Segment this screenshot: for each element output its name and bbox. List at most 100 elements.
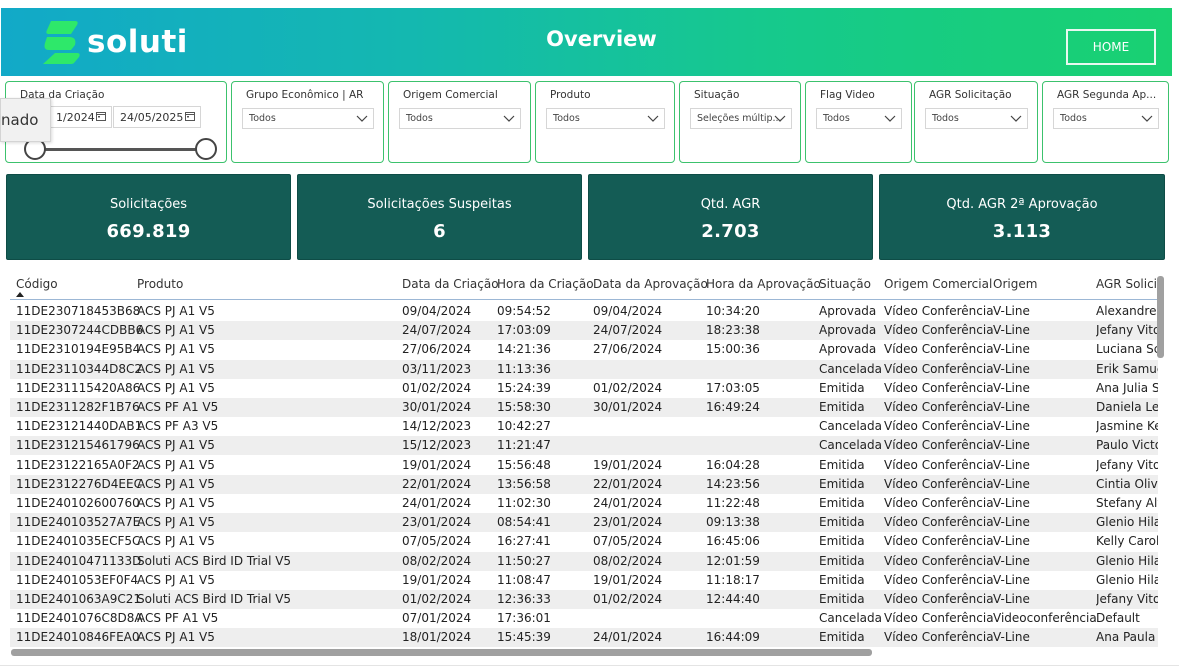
table-row[interactable]: 11DE2401076C8D8A ACS PF A1 V5 07/01/2024 17… [10, 609, 1158, 628]
filter-agr-segunda-aprovacao: AGR Segunda Ap... Todos [1042, 81, 1169, 163]
cell-agr-solicitacao: Alexandre D [1096, 304, 1158, 318]
table-row[interactable]: 11DE2401053EF0F4 ACS PJ A1 V5 19/01/2024 11… [10, 571, 1158, 590]
table-row[interactable]: 11DE231215461796 ACS PJ A1 V5 15/12/2023 11… [10, 436, 1158, 456]
cell-origem: Videoconferência [993, 611, 1097, 626]
filter-value: Todos [1060, 113, 1087, 124]
table-row[interactable]: 11DE231115420A86 ACS PJ A1 V5 01/02/2024 15… [10, 379, 1158, 398]
table-row[interactable]: 11DE24010846FEA0 ACS PJ A1 V5 18/01/2024 15… [10, 628, 1158, 648]
cell-codigo: 11DE2312276D4EEC [16, 476, 142, 491]
cell-situacao: Emitida [819, 400, 865, 414]
cell-codigo: 11DE240102600760 [16, 496, 140, 510]
cell-codigo: 11DE231215461796 [16, 438, 140, 453]
cell-agr-solicitacao: Glenio Hila [1096, 572, 1158, 587]
horizontal-scrollbar[interactable] [11, 649, 872, 656]
cell-situacao: Cancelada [819, 438, 882, 453]
cell-hora-aprovacao: 16:04:28 [706, 457, 760, 472]
vertical-scrollbar[interactable] [1157, 276, 1164, 358]
cell-data-aprovacao: 09/04/2024 [593, 304, 663, 318]
table-row[interactable]: 11DE24010471133D Soluti ACS Bird ID Trial… [10, 551, 1158, 571]
cell-hora-criacao: 15:56:48 [497, 457, 551, 472]
column-header-produto[interactable]: Produto [137, 277, 184, 291]
filter-dropdown[interactable]: Todos [399, 108, 521, 129]
cell-hora-aprovacao: 15:00:36 [706, 342, 760, 357]
column-header-origem[interactable]: Origem [993, 277, 1038, 291]
chevron-down-icon [884, 115, 896, 122]
filter-value: Todos [249, 113, 276, 124]
table-row[interactable]: 11DE2401063A9C21 Soluti ACS Bird ID Trial… [10, 590, 1158, 609]
cell-data-criacao: 08/02/2024 [402, 553, 472, 568]
column-header-data-criacao[interactable]: Data da Criação [402, 277, 499, 291]
cell-origem: V-Line [993, 342, 1030, 357]
date-range-slider-track[interactable] [29, 148, 207, 151]
cell-codigo: 11DE23121440DAB1 [16, 419, 143, 434]
column-header-situacao[interactable]: Situação [819, 277, 871, 291]
cell-codigo: 11DE2311282F1B76 [16, 400, 140, 414]
cell-origem: V-Line [993, 457, 1030, 472]
cell-hora-criacao: 17:36:01 [497, 611, 551, 626]
column-header-agr-solicitacao[interactable]: AGR Solicit [1096, 277, 1158, 291]
cell-produto: Soluti ACS Bird ID Trial V5 [137, 592, 292, 606]
filter-dropdown[interactable]: Todos [242, 108, 374, 129]
cell-data-criacao: 24/07/2024 [402, 323, 472, 338]
cell-hora-aprovacao: 14:23:56 [706, 476, 760, 491]
table-row[interactable]: 11DE230718453B68 ACS PJ A1 V5 09/04/2024 09… [10, 302, 1158, 321]
cell-data-aprovacao: 08/02/2024 [593, 553, 663, 568]
cell-agr-solicitacao: Erik Samuel [1096, 361, 1158, 376]
chevron-down-icon [503, 115, 515, 122]
column-header-data-aprovacao[interactable]: Data da Aprovação [593, 277, 708, 291]
column-header-origem-comercial[interactable]: Origem Comercial [884, 277, 993, 291]
cell-situacao: Emitida [819, 534, 865, 549]
cell-produto: ACS PF A3 V5 [137, 419, 219, 434]
table-row[interactable]: 11DE23121440DAB1 ACS PF A3 V5 14/12/2023 10… [10, 417, 1158, 436]
cell-codigo: 11DE2307244CDBB6 [16, 323, 144, 338]
table-row[interactable]: 11DE2401035ECF5C ACS PJ A1 V5 07/05/2024 16… [10, 532, 1158, 551]
cell-situacao: Emitida [819, 457, 865, 472]
filter-dropdown[interactable]: Seleções múltip... [690, 108, 792, 129]
home-button[interactable]: HOME [1066, 29, 1156, 65]
calendar-icon [185, 112, 195, 121]
cell-origem: V-Line [993, 438, 1030, 453]
cell-origem: V-Line [993, 323, 1030, 338]
cell-origem-comercial: Vídeo Conferência [884, 476, 994, 491]
cell-codigo: 11DE231115420A86 [16, 380, 141, 395]
column-header-hora-aprovacao[interactable]: Hora da Aprovação [706, 277, 821, 291]
kpi-label: Solicitações [109, 197, 188, 212]
table-row[interactable]: 11DE240103527A7E ACS PJ A1 V5 23/01/2024 08… [10, 513, 1158, 533]
cell-origem: V-Line [993, 592, 1030, 606]
cell-codigo: 11DE240103527A7E [16, 515, 141, 530]
cell-agr-solicitacao: Glenio Hila [1096, 553, 1158, 568]
filter-flag-video: Flag Video Todos [805, 81, 912, 163]
cell-data-criacao: 18/01/2024 [402, 630, 472, 645]
table-row[interactable]: 11DE23110344D8C2 ACS PJ A1 V5 03/11/2023 11… [10, 359, 1158, 379]
filter-label: Produto [550, 89, 591, 101]
table-row[interactable]: 11DE2310194E95B4 ACS PJ A1 V5 27/06/2024 14… [10, 340, 1158, 359]
cell-origem-comercial: Vídeo Conferência [884, 515, 994, 530]
cell-hora-criacao: 11:13:36 [497, 361, 551, 376]
column-header-hora-criacao[interactable]: Hora da Criação [497, 277, 594, 291]
kpi-label: Qtd. AGR 2ª Aprovação [946, 197, 1098, 212]
table-row[interactable]: 11DE2307244CDBB6 ACS PJ A1 V5 24/07/2024 17… [10, 321, 1158, 341]
filter-value: Todos [932, 113, 959, 124]
filter-dropdown[interactable]: Todos [816, 108, 902, 129]
table-row[interactable]: 11DE2311282F1B76 ACS PF A1 V5 30/01/2024 15… [10, 398, 1158, 417]
end-date-input[interactable]: 24/05/2025 [113, 106, 201, 128]
requests-table: Código Produto Data da Criação Hora da C… [10, 268, 1158, 648]
table-row[interactable]: 11DE2312276D4EEC ACS PJ A1 V5 22/01/2024 13… [10, 474, 1158, 494]
start-date-input[interactable]: 1/2024 [42, 106, 112, 128]
cell-origem-comercial: Vídeo Conferência [884, 304, 994, 318]
table-row[interactable]: 11DE240102600760 ACS PJ A1 V5 24/01/2024 11… [10, 494, 1158, 513]
chevron-down-icon [647, 115, 659, 122]
table-row[interactable]: 11DE23122165A0F2 ACS PJ A1 V5 19/01/2024 15… [10, 456, 1158, 475]
divider [0, 665, 1179, 666]
cell-origem: V-Line [993, 304, 1030, 318]
kpi-label: Solicitações Suspeitas [367, 197, 512, 212]
kpi-value: 3.113 [992, 221, 1052, 242]
cell-origem: V-Line [993, 380, 1030, 395]
slider-end-handle[interactable] [195, 138, 217, 160]
filter-dropdown[interactable]: Todos [546, 108, 665, 129]
cell-codigo: 11DE23110344D8C2 [16, 361, 143, 376]
filter-dropdown[interactable]: Todos [1053, 108, 1159, 129]
filter-dropdown[interactable]: Todos [925, 108, 1028, 129]
cell-origem-comercial: Vídeo Conferência [884, 361, 994, 376]
column-header-codigo[interactable]: Código [16, 277, 58, 291]
